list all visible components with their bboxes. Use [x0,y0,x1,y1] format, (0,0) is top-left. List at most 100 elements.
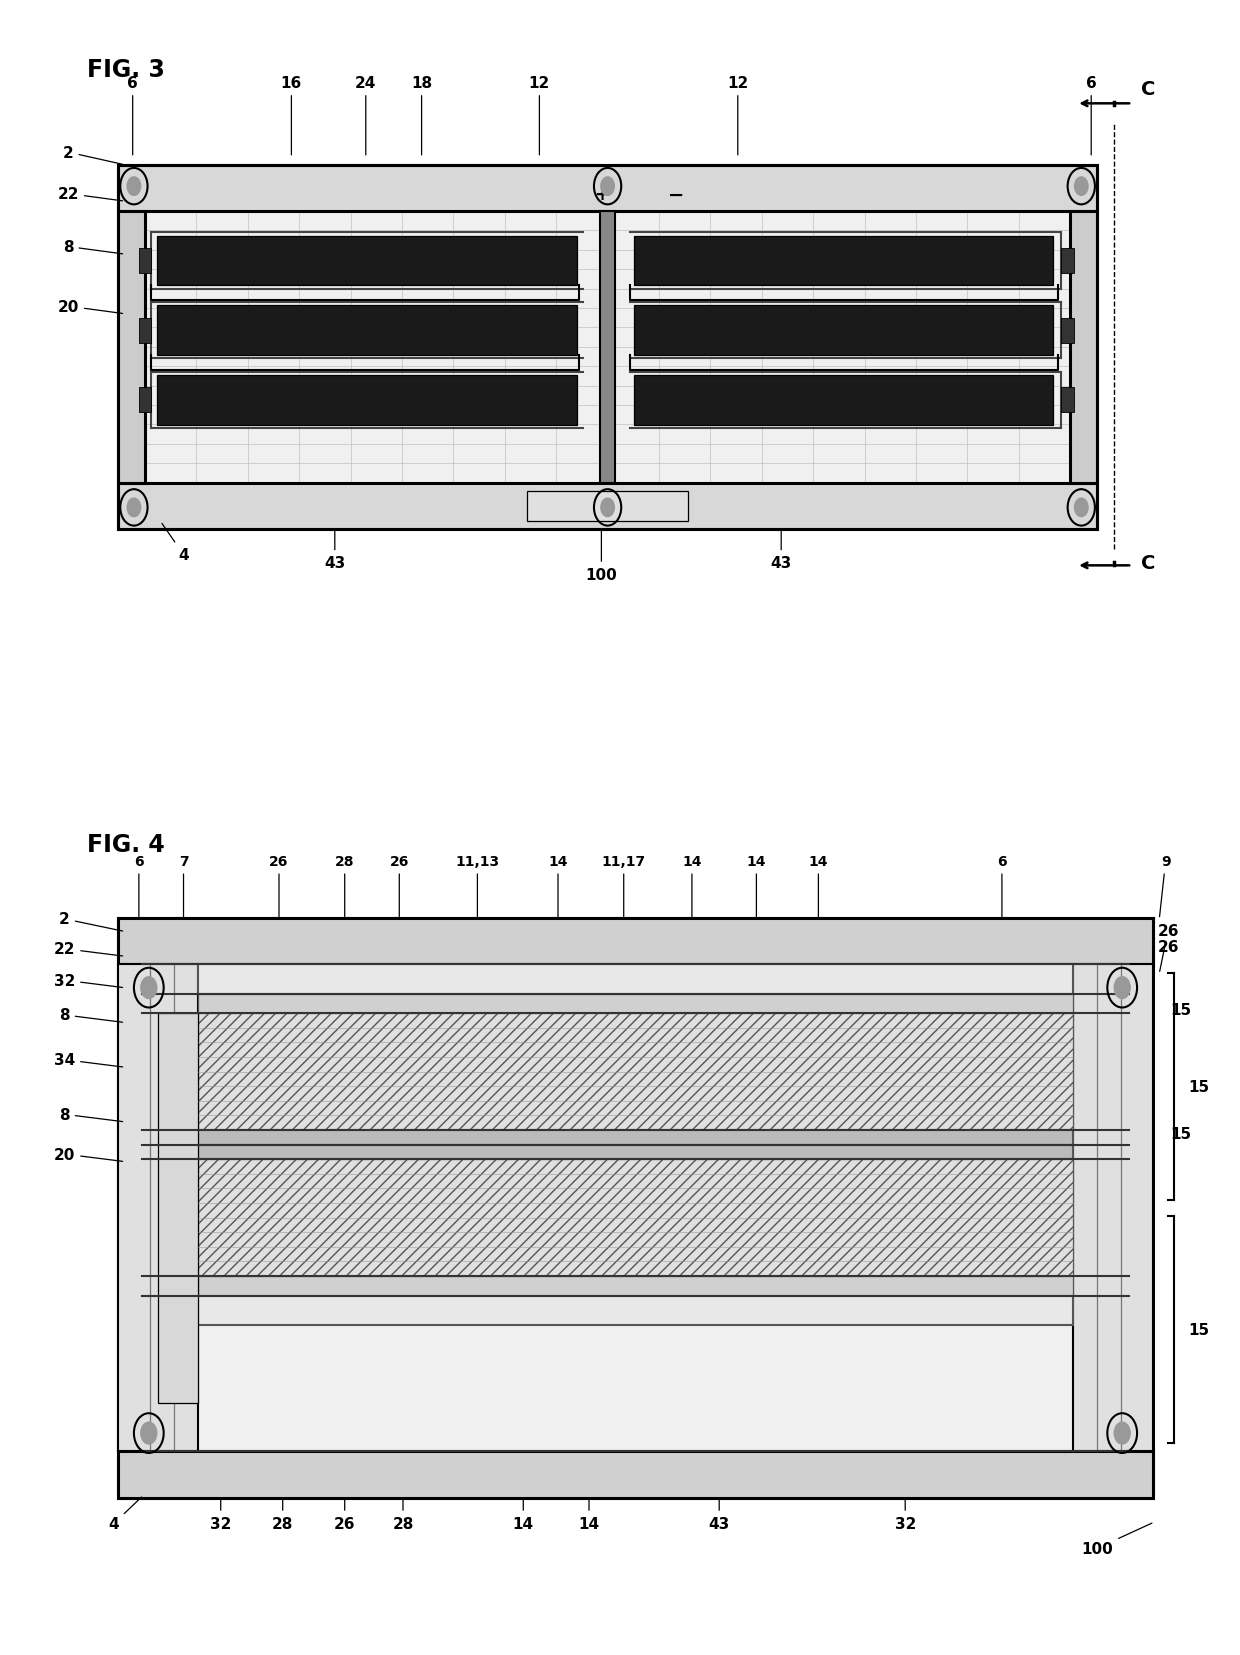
Text: 24: 24 [355,76,377,156]
Text: 43: 43 [708,1499,730,1531]
Text: 6: 6 [997,856,1007,917]
Circle shape [126,177,141,197]
Text: 20: 20 [53,1147,123,1162]
Text: 2: 2 [63,146,123,166]
Bar [118,919,1153,1498]
Text: 9: 9 [1159,856,1171,917]
Bar [118,1451,1153,1498]
Text: 15: 15 [1169,1001,1192,1018]
Circle shape [140,1422,157,1445]
Bar [118,166,1097,212]
Text: −: − [667,185,684,205]
Text: 28: 28 [392,1499,414,1531]
Bar [157,376,577,425]
Text: 6: 6 [1086,76,1096,156]
Text: 20: 20 [57,300,123,314]
Bar [198,1296,1073,1326]
Text: 22: 22 [53,942,123,957]
Text: 8: 8 [60,1107,123,1122]
Text: 15: 15 [1188,1079,1210,1094]
Text: 11,17: 11,17 [601,856,646,917]
Text: 26: 26 [389,856,409,917]
Text: 2: 2 [60,912,123,932]
Bar [159,1013,198,1403]
Bar [1061,250,1074,275]
Circle shape [1114,1422,1131,1445]
Circle shape [1074,498,1089,518]
Text: 28: 28 [335,856,355,917]
Text: FIG. 3: FIG. 3 [87,58,165,81]
Text: 4: 4 [162,525,188,563]
Bar [157,306,577,356]
Text: 26: 26 [1157,923,1179,971]
Bar [1061,319,1074,344]
Bar [118,483,1097,530]
Bar [118,919,1153,965]
Text: 8: 8 [63,240,123,255]
Text: 16: 16 [280,76,303,156]
Circle shape [140,976,157,1000]
Text: 28: 28 [272,1499,294,1531]
Bar [1061,389,1074,414]
Text: 14: 14 [512,1499,534,1531]
Text: 26: 26 [1157,938,1179,955]
Text: 43: 43 [770,531,792,571]
Bar [198,1276,1073,1296]
Bar [1073,965,1153,1451]
Bar [198,965,1073,995]
Text: 22: 22 [57,187,123,202]
Circle shape [1114,976,1131,1000]
Bar [118,212,145,483]
Text: 34: 34 [53,1053,123,1067]
Circle shape [600,177,615,197]
Text: 11,13: 11,13 [455,856,500,917]
Bar [1070,212,1097,483]
Text: 14: 14 [746,856,766,917]
Text: 100: 100 [585,531,618,583]
Text: 100: 100 [1081,1523,1152,1556]
Circle shape [126,498,141,518]
Bar [198,1160,1073,1276]
Bar [198,995,1073,1013]
Text: 12: 12 [528,76,551,156]
Text: 26: 26 [334,1499,356,1531]
Bar [139,250,151,275]
Circle shape [1074,177,1089,197]
Text: 26: 26 [269,856,289,917]
Text: 15: 15 [1188,1322,1210,1337]
Bar [198,1130,1073,1145]
Bar [157,237,577,286]
Text: +: + [594,187,609,204]
Text: 14: 14 [578,1499,600,1531]
Text: 6: 6 [134,856,144,917]
Bar [634,306,1053,356]
Text: 14: 14 [808,856,828,917]
Circle shape [600,498,615,518]
Text: 7: 7 [179,856,188,917]
Bar [145,212,1070,483]
Bar [139,319,151,344]
Text: 14: 14 [548,856,568,917]
Text: FIG. 4: FIG. 4 [87,832,165,856]
Text: 32: 32 [53,973,123,988]
Text: 14: 14 [682,856,702,917]
Text: 18: 18 [410,76,433,156]
Text: 6: 6 [128,76,138,156]
Bar [634,237,1053,286]
Text: C: C [1141,553,1156,573]
Bar [198,1145,1073,1160]
Bar [600,212,615,483]
Text: C: C [1141,79,1156,99]
Bar [118,166,1097,530]
Text: 43: 43 [324,531,346,571]
Bar [198,1013,1073,1130]
Text: 4: 4 [109,1498,141,1531]
Bar [634,376,1053,425]
Bar [527,492,688,521]
Bar [139,389,151,414]
Text: 15: 15 [1169,1125,1192,1142]
Text: 32: 32 [894,1499,916,1531]
Text: 12: 12 [727,76,749,156]
Text: 32: 32 [210,1499,232,1531]
Text: 8: 8 [60,1008,123,1023]
